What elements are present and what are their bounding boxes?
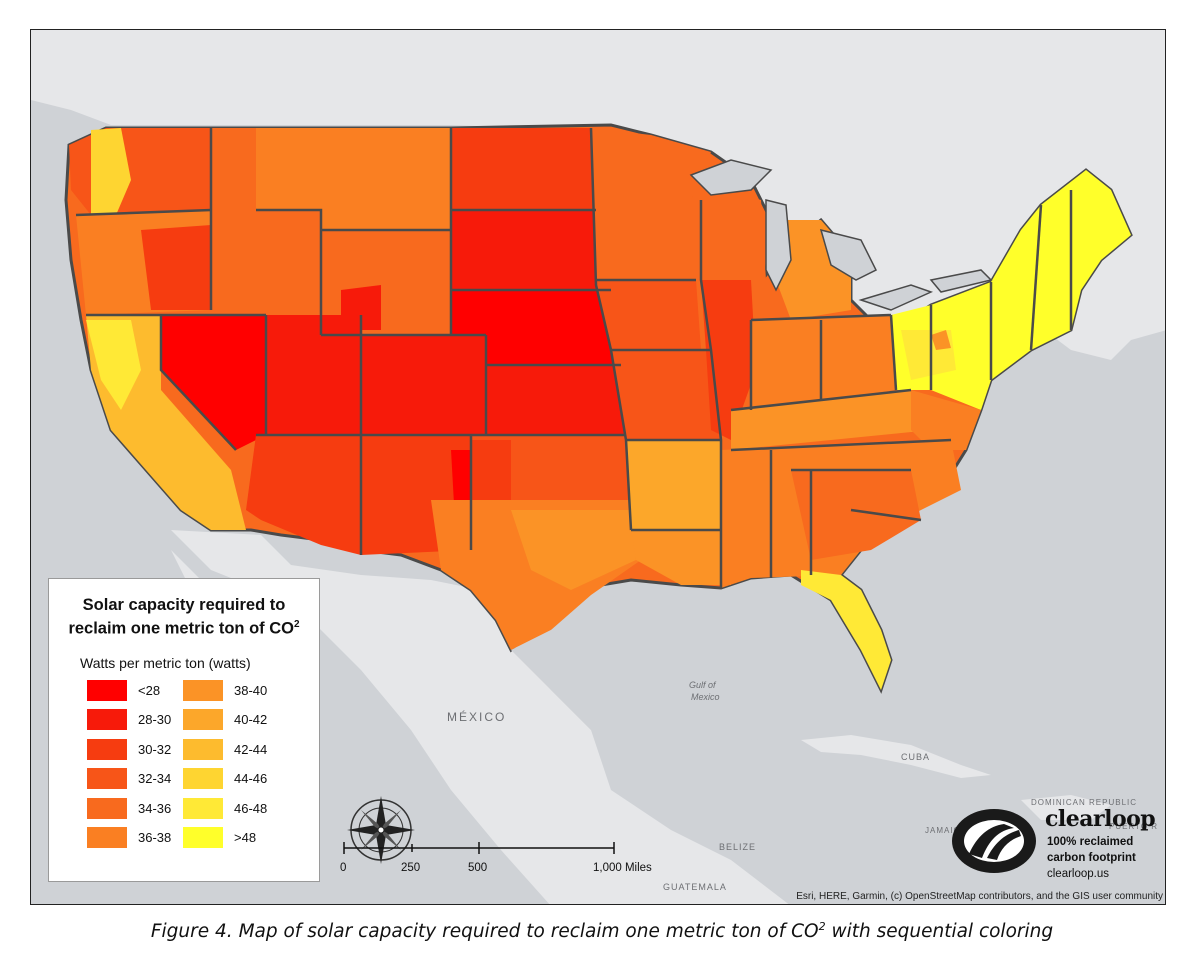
- canada-land: [31, 30, 1165, 360]
- label-mexico: MÉXICO: [447, 710, 507, 724]
- label-puerto: PUERTO R: [1109, 822, 1159, 831]
- legend-label: 44-46: [234, 771, 268, 786]
- legend-swatch: [87, 709, 127, 730]
- legend-swatch: [87, 768, 127, 789]
- legend-item: 36-38: [87, 827, 171, 849]
- legend-item: 28-30: [87, 709, 171, 731]
- legend-item: >48: [183, 827, 256, 849]
- legend-item: 30-32: [87, 738, 171, 760]
- label-dominican: DOMINICAN REPUBLIC: [1031, 798, 1138, 807]
- legend-label: 30-32: [138, 741, 172, 757]
- brand-line1: 100% reclaimed: [1047, 836, 1134, 848]
- legend-item: 32-34: [87, 768, 171, 790]
- caption-prefix: Figure 4.: [150, 921, 233, 943]
- legend-swatch: [87, 738, 127, 760]
- legend-item: <28: [87, 679, 160, 701]
- label-belize: BELIZE: [719, 842, 757, 852]
- legend-swatch: [183, 738, 223, 760]
- legend-item: 38-40: [183, 679, 267, 701]
- map-frame: MÉXICO Gulf of Mexico CUBA BELIZE GUATEM…: [30, 29, 1166, 905]
- scale-bar: [343, 842, 615, 854]
- legend-label: 32-34: [138, 771, 172, 786]
- legend-label: 42-44: [234, 741, 268, 757]
- legend-title: Solar capacity required to reclaim one m…: [49, 595, 319, 639]
- legend-label: 28-30: [138, 712, 172, 727]
- legend-item: 46-48: [183, 797, 267, 819]
- cuba-land: [801, 735, 991, 778]
- legend-swatch: [87, 679, 127, 701]
- legend-label: 36-38: [138, 830, 172, 845]
- caption-sup: 2: [818, 920, 826, 933]
- scale-tick-500: 500: [468, 862, 488, 874]
- map-attribution: Esri, HERE, Garmin, (c) OpenStreetMap co…: [796, 891, 1163, 902]
- legend-label: 40-42: [234, 712, 268, 727]
- label-guatemala: GUATEMALA: [663, 882, 727, 892]
- legend-item: 44-46: [183, 768, 267, 790]
- state-borders: [75, 127, 1073, 588]
- legend-swatch: [87, 797, 127, 819]
- scale-tick-250: 250: [401, 862, 421, 874]
- legend-swatch: [183, 679, 223, 701]
- label-jamaica: JAMAICA: [925, 826, 967, 835]
- legend-item: 42-44: [183, 738, 267, 760]
- legend-label: 38-40: [234, 682, 268, 698]
- legend-item: 34-36: [87, 797, 171, 819]
- compass-rose-icon: [347, 796, 415, 864]
- legend-title-sup: 2: [293, 619, 300, 630]
- scale-tick-1000: 1,000 Miles: [593, 862, 652, 874]
- hispaniola-land: [1021, 795, 1111, 820]
- legend-label: 46-48: [234, 800, 268, 816]
- brand-name: clearloop: [1045, 806, 1156, 832]
- legend-swatch: [183, 797, 223, 819]
- legend-swatch: [183, 768, 223, 789]
- brand-block: clearloop 100% reclaimed carbon footprin…: [943, 800, 1163, 880]
- great-lakes: [689, 159, 993, 311]
- mexico-land: [171, 530, 789, 904]
- legend-title-line2: reclaim one metric ton of CO2: [49, 615, 319, 639]
- brand-url: clearloop.us: [1047, 868, 1110, 880]
- legend-item: 40-42: [183, 709, 267, 731]
- legend: Solar capacity required to reclaim one m…: [48, 578, 320, 882]
- label-gulf-line2: Mexico: [691, 692, 720, 702]
- legend-swatch: [183, 827, 223, 848]
- caption-text-before: Map of solar capacity required to reclai…: [238, 921, 819, 943]
- figure-caption: Figure 4. Map of solar capacity required…: [0, 920, 1204, 942]
- label-gulf-line1: Gulf of: [689, 680, 716, 690]
- scale-tick-0: 0: [340, 862, 347, 874]
- clearloop-logo-icon: [952, 809, 1036, 873]
- legend-swatch: [87, 827, 127, 848]
- legend-subtitle: Watts per metric ton (watts): [80, 655, 251, 671]
- legend-swatch: [183, 709, 223, 730]
- legend-label: 34-36: [138, 800, 172, 816]
- brand-line2: carbon footprint: [1047, 852, 1136, 864]
- legend-title-line1: Solar capacity required to: [82, 596, 286, 614]
- gulf-water: [511, 590, 871, 770]
- label-cuba: CUBA: [901, 752, 931, 762]
- legend-label: <28: [138, 682, 161, 698]
- caption-text-after: with sequential coloring: [831, 921, 1054, 943]
- legend-title-line2-text: reclaim one metric ton of CO: [68, 619, 294, 638]
- legend-label: >48: [234, 830, 257, 845]
